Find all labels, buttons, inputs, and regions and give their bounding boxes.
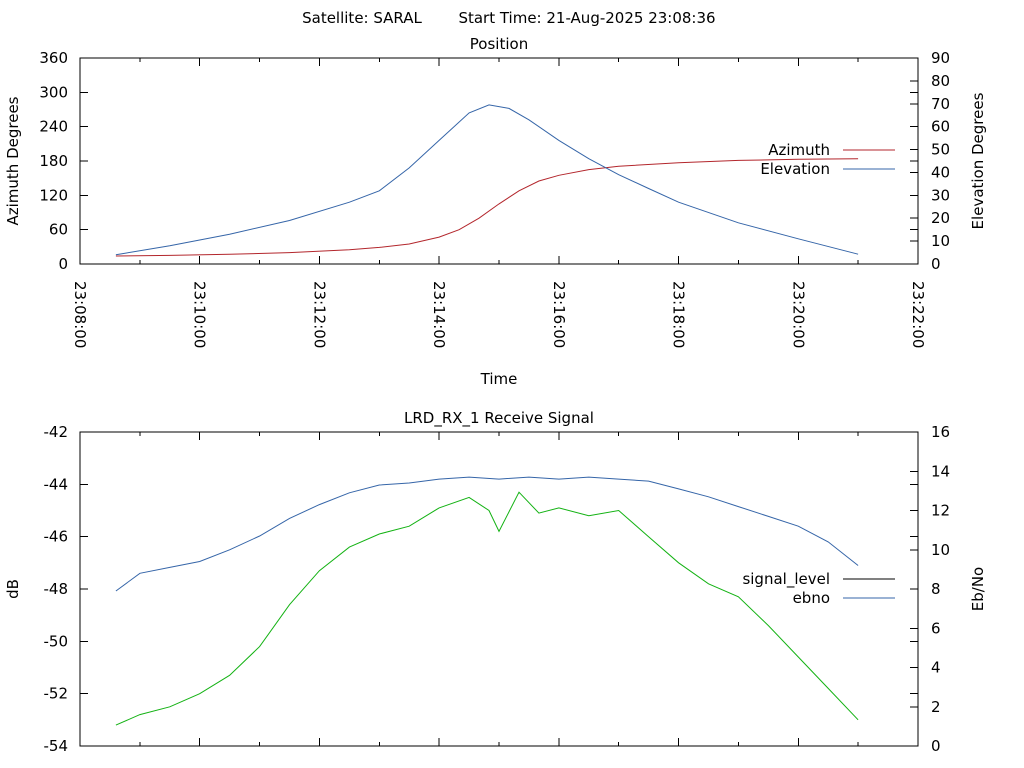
y2-tick-label: 90 xyxy=(931,49,950,67)
y2-tick-label: 2 xyxy=(931,698,941,716)
x-tick-label: 23:16:00 xyxy=(550,281,568,348)
chart-title: Position xyxy=(470,35,528,53)
x-tick-label: 23:20:00 xyxy=(789,281,807,348)
y2-tick-label: 40 xyxy=(931,163,950,181)
start-time-label: Start Time: 21-Aug-2025 23:08:36 xyxy=(458,9,715,27)
x-tick-label: 23:22:00 xyxy=(909,281,927,348)
x-tick-label: 23:08:00 xyxy=(71,281,89,348)
y2-tick-label: 70 xyxy=(931,95,950,113)
y-tick-label: 360 xyxy=(39,49,68,67)
y-tick-label: -42 xyxy=(44,423,69,441)
y2-tick-label: 16 xyxy=(931,423,950,441)
series-line-ebno xyxy=(115,476,859,592)
y2-tick-label: 30 xyxy=(931,186,950,204)
y-tick-label: -48 xyxy=(44,580,69,598)
y2-tick-label: 10 xyxy=(931,232,950,250)
y-axis-label: dB xyxy=(4,579,22,599)
y-tick-label: -44 xyxy=(44,475,69,493)
y-tick-label: -54 xyxy=(44,737,69,755)
y-tick-label: 180 xyxy=(39,152,68,170)
y-tick-label: -50 xyxy=(44,632,69,650)
y2-tick-label: 10 xyxy=(931,541,950,559)
y2-tick-label: 20 xyxy=(931,209,950,227)
y2-tick-label: 4 xyxy=(931,659,941,677)
y-tick-label: 0 xyxy=(58,255,68,273)
y-tick-label: -52 xyxy=(44,685,69,703)
x-tick-label: 23:18:00 xyxy=(670,281,688,348)
y2-tick-label: 12 xyxy=(931,502,950,520)
series-line-signal_level xyxy=(115,491,859,726)
x-tick-label: 23:10:00 xyxy=(191,281,209,348)
legend-label-Azimuth: Azimuth xyxy=(768,141,830,159)
y-tick-label: 120 xyxy=(39,186,68,204)
x-tick-label: 23:12:00 xyxy=(310,281,328,348)
y2-tick-label: 8 xyxy=(931,580,941,598)
y2-tick-label: 60 xyxy=(931,118,950,136)
legend-label-Elevation: Elevation xyxy=(760,160,830,178)
satellite-label: Satellite: SARAL xyxy=(302,9,422,27)
y2-axis-label: Eb/No xyxy=(969,567,987,611)
y2-tick-label: 14 xyxy=(931,462,950,480)
y-tick-label: 60 xyxy=(49,221,68,239)
y2-tick-label: 80 xyxy=(931,72,950,90)
legend-label-signal_level: signal_level xyxy=(742,570,830,589)
y2-tick-label: 50 xyxy=(931,141,950,159)
legend-label-ebno: ebno xyxy=(793,589,830,607)
position-chart: Position 0 60 120 180 240 300 360 0 10 20 30 40 50 60 7… xyxy=(4,35,987,388)
y2-tick-label: 6 xyxy=(931,619,941,637)
y2-axis-label: Elevation Degrees xyxy=(969,92,987,229)
y-tick-label: 300 xyxy=(39,83,68,101)
y2-tick-label: 0 xyxy=(931,737,941,755)
series-line-Elevation xyxy=(115,104,859,256)
x-tick-label: 23:14:00 xyxy=(430,281,448,348)
series-line-Azimuth xyxy=(115,158,859,257)
chart-title: LRD_RX_1 Receive Signal xyxy=(404,409,594,428)
y-axis-label: Azimuth Degrees xyxy=(4,96,22,225)
receive-signal-chart: LRD_RX_1 Receive Signal -42 -44 -46 -48 -50 -5… xyxy=(4,409,987,755)
x-axis-label: Time xyxy=(480,370,518,388)
y-tick-label: -46 xyxy=(44,528,69,546)
y2-tick-label: 0 xyxy=(931,255,941,273)
y-tick-label: 240 xyxy=(39,118,68,136)
